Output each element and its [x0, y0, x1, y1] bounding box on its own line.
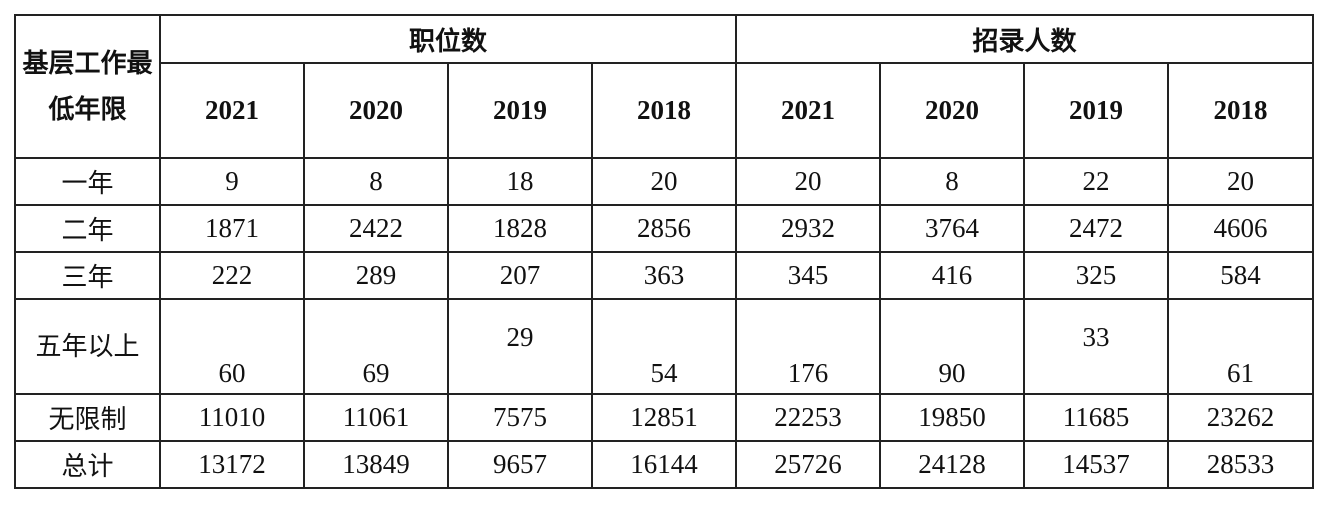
table-cell: 2472 [1023, 204, 1170, 253]
table-cell: 22 [1023, 157, 1170, 206]
year-header: 2019 [1023, 62, 1170, 159]
table-cell: 11061 [303, 393, 449, 442]
table-cell: 18 [447, 157, 593, 206]
group-header-positions: 职位数 [158, 14, 738, 64]
table-cell: 11010 [159, 393, 305, 442]
table-cell: 207 [447, 251, 593, 300]
table-cell: 20 [735, 157, 882, 206]
table-cell: 24128 [879, 440, 1026, 489]
table-cell: 176 [735, 298, 882, 395]
table-cell: 363 [590, 251, 738, 300]
table-cell: 12851 [590, 393, 738, 442]
table-cell: 29 [447, 298, 593, 395]
table-row: 二年 1871 2422 1828 2856 2932 3764 2472 46… [14, 204, 1315, 253]
year-header: 2019 [447, 62, 593, 159]
table-cell: 28533 [1167, 440, 1315, 489]
table-cell: 4606 [1167, 204, 1315, 253]
row-label: 五年以上 [14, 298, 161, 395]
corner-header: 基层工作最低年限 [14, 14, 161, 159]
table-cell: 416 [879, 251, 1026, 300]
row-label: 无限制 [14, 393, 161, 442]
year-header: 2021 [159, 62, 305, 159]
recruitment-table: 基层工作最低年限 职位数 招录人数 2021 2020 2019 2018 20… [14, 14, 1315, 489]
table-cell: 1871 [159, 204, 305, 253]
table-cell: 7575 [447, 393, 593, 442]
table-row: 一年 9 8 18 20 20 8 22 20 [14, 157, 1315, 206]
year-header: 2021 [735, 62, 882, 159]
table-cell: 69 [303, 298, 449, 395]
year-header: 2018 [1167, 62, 1315, 159]
year-header: 2018 [590, 62, 738, 159]
table-cell: 13172 [159, 440, 305, 489]
table-cell: 19850 [879, 393, 1026, 442]
table-cell: 8 [879, 157, 1026, 206]
year-header: 2020 [879, 62, 1026, 159]
row-label: 二年 [14, 204, 161, 253]
row-label: 一年 [14, 157, 161, 206]
table-cell: 1828 [447, 204, 593, 253]
row-label: 三年 [14, 251, 161, 300]
table-cell: 25726 [735, 440, 882, 489]
table-row: 总计 13172 13849 9657 16144 25726 24128 14… [14, 440, 1315, 489]
table-cell: 61 [1167, 298, 1315, 395]
group-header-recruits: 招录人数 [735, 14, 1315, 64]
table-cell: 23262 [1167, 393, 1315, 442]
table-cell: 14537 [1023, 440, 1170, 489]
table-cell: 9657 [447, 440, 593, 489]
table-cell: 345 [735, 251, 882, 300]
table-cell: 16144 [590, 440, 738, 489]
table-cell: 2422 [303, 204, 449, 253]
table-cell: 222 [159, 251, 305, 300]
row-label: 总计 [14, 440, 161, 489]
table-cell: 9 [159, 157, 305, 206]
table-cell: 90 [879, 298, 1026, 395]
table-cell: 8 [303, 157, 449, 206]
table-cell: 584 [1167, 251, 1315, 300]
table-cell: 325 [1023, 251, 1170, 300]
table-row: 五年以上 60 69 29 54 176 90 33 61 [14, 298, 1315, 395]
table-cell: 289 [303, 251, 449, 300]
table-cell: 3764 [879, 204, 1026, 253]
table-cell: 33 [1023, 298, 1170, 395]
year-header: 2020 [303, 62, 449, 159]
table-cell: 2932 [735, 204, 882, 253]
table-cell: 22253 [735, 393, 882, 442]
table-cell: 13849 [303, 440, 449, 489]
table-cell: 54 [590, 298, 738, 395]
table-row: 三年 222 289 207 363 345 416 325 584 [14, 251, 1315, 300]
table-row: 无限制 11010 11061 7575 12851 22253 19850 1… [14, 393, 1315, 442]
table-cell: 20 [590, 157, 738, 206]
table-cell: 11685 [1023, 393, 1170, 442]
table-cell: 60 [159, 298, 305, 395]
table-cell: 2856 [590, 204, 738, 253]
table-cell: 20 [1167, 157, 1315, 206]
